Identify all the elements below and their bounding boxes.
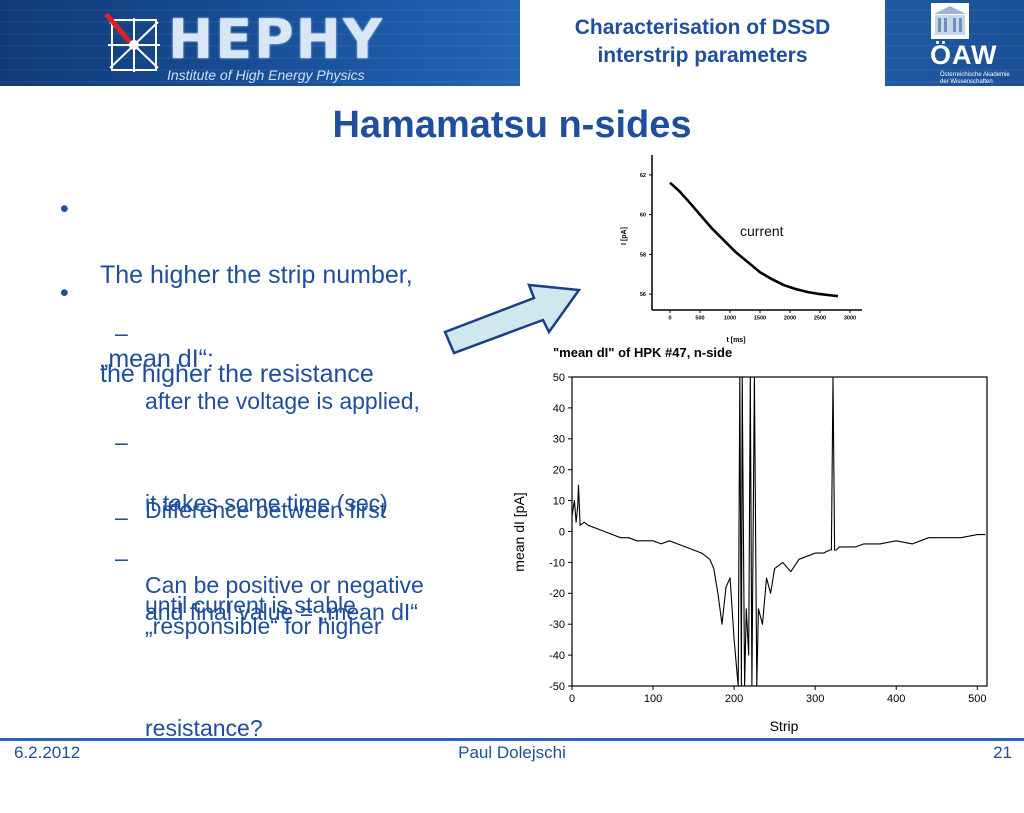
x-tick-label: 500 <box>968 693 986 705</box>
x-tick-label: 0 <box>569 693 575 705</box>
bullet-marker: • <box>60 195 69 223</box>
y-tick-label: 56 <box>640 292 646 298</box>
subbullet-1-line-3: until current is stable <box>145 592 356 618</box>
main-chart-title: "mean dI" of HPK #47, n-side <box>553 345 733 360</box>
subbullet-1-line-2: it takes some time (sec) <box>145 490 388 516</box>
y-tick-label: 10 <box>553 495 565 507</box>
y-tick-label: -30 <box>549 619 565 631</box>
header-title-background <box>520 0 885 86</box>
subbullet-marker: – <box>115 320 128 346</box>
footer-page-number: 21 <box>993 743 1012 762</box>
y-tick-label: -40 <box>549 650 565 662</box>
subbullet-4-line-2: resistance? <box>145 715 263 741</box>
subbullet-2-line-1: Difference between first <box>145 497 387 523</box>
small-chart-series <box>669 181 839 298</box>
small-chart-ticks: 0 500 1000 1500 2000 2500 3000 56 58 60 62 <box>640 173 856 322</box>
y-tick-label: 58 <box>640 252 646 258</box>
pointer-arrow-icon <box>443 283 582 355</box>
y-tick-label: 50 <box>553 372 565 384</box>
x-tick-label: 1500 <box>754 316 766 322</box>
subbullet-2-line-2: and final value = „mean dI“ <box>145 599 418 625</box>
subbullet-marker: – <box>115 429 128 455</box>
y-tick-label: -10 <box>549 557 565 569</box>
oaw-subtitle-line-1: Österreichische Akademie <box>940 72 1010 78</box>
y-tick-label: 40 <box>553 403 565 415</box>
x-tick-label: 500 <box>695 316 704 322</box>
bullet-1-line-1: The higher the strip number, <box>100 261 413 289</box>
header-title-line-1: Characterisation of DSSD <box>574 16 831 39</box>
header-title: Characterisation of DSSD interstrip para… <box>520 14 885 70</box>
hephy-logo-text: HEPHY <box>168 8 384 71</box>
oaw-logo-subtitle: Österreichische Akademie der Wissenschaf… <box>940 72 1020 86</box>
x-tick-label: 2000 <box>784 316 796 322</box>
header-title-line-2: interstrip parameters <box>597 44 808 67</box>
subbullet-marker: – <box>115 545 128 571</box>
x-tick-label: 3000 <box>844 316 856 322</box>
oaw-logo-text: ÖAW <box>930 40 998 70</box>
main-chart-xlabel: Strip <box>770 718 799 734</box>
hephy-logo: HEPHY Institute of High Energy Physics <box>100 6 400 84</box>
hephy-emblem-icon <box>104 12 160 72</box>
bullet-1-line-2: the higher the resistance <box>100 360 374 388</box>
subbullet-4-line-1: „responsible“ for higher <box>145 613 382 639</box>
y-tick-label: -50 <box>549 681 565 693</box>
small-chart-frame <box>651 155 862 311</box>
y-tick-label: 0 <box>559 526 565 538</box>
x-tick-label: 300 <box>806 693 824 705</box>
oaw-subtitle-line-2: der Wissenschaften <box>940 79 993 85</box>
x-tick-label: 0 <box>668 316 671 322</box>
x-tick-label: 2500 <box>814 316 826 322</box>
plot-frame <box>571 376 988 687</box>
x-tick-label: 100 <box>644 693 662 705</box>
small-chart-xlabel: t [ms] <box>726 337 745 344</box>
subbullet-1-line-1: after the voltage is applied, <box>145 388 420 414</box>
main-chart-frame <box>571 376 988 687</box>
series-line-1 <box>669 181 839 298</box>
y-tick-label: -20 <box>549 588 565 600</box>
footer-date: 6.2.2012 <box>14 743 81 762</box>
slide-title: Hamamatsu n-sides <box>332 104 692 146</box>
series-line-1 <box>571 376 986 687</box>
academy-building-icon <box>931 3 969 39</box>
x-tick-label: 1000 <box>724 316 736 322</box>
subbullet-3-line-1: Can be positive or negative <box>145 572 424 598</box>
small-chart-annotation: current <box>740 223 784 239</box>
bullet-marker: • <box>60 279 69 307</box>
footer-divider <box>0 738 1024 741</box>
y-tick-label: 60 <box>640 213 646 219</box>
footer-author: Paul Dolejschi <box>458 743 566 762</box>
small-chart-ylabel: I [pA] <box>621 227 628 245</box>
main-chart-ylabel: mean dI [pA] <box>511 492 527 571</box>
y-tick-label: 62 <box>640 173 646 179</box>
mean-di-chart: 0 100 200 300 400 50050403020100-10-20-30-40-… <box>511 372 988 734</box>
bullet-2-line-1: „mean dI“: <box>100 345 214 373</box>
x-tick-label: 400 <box>887 693 905 705</box>
main-chart-ticks: 0 100 200 300 400 50050403020100-10-20-30-40-… <box>549 372 986 705</box>
hephy-logo-subtitle: Institute of High Energy Physics <box>167 67 365 83</box>
y-tick-label: 20 <box>553 465 565 477</box>
x-tick-label: 200 <box>725 693 743 705</box>
main-chart-series <box>571 376 986 687</box>
oaw-logo: ÖAW Österreichische Akademie der Wissens… <box>920 0 1024 86</box>
subbullet-marker: – <box>115 504 128 530</box>
y-tick-label: 30 <box>553 434 565 446</box>
